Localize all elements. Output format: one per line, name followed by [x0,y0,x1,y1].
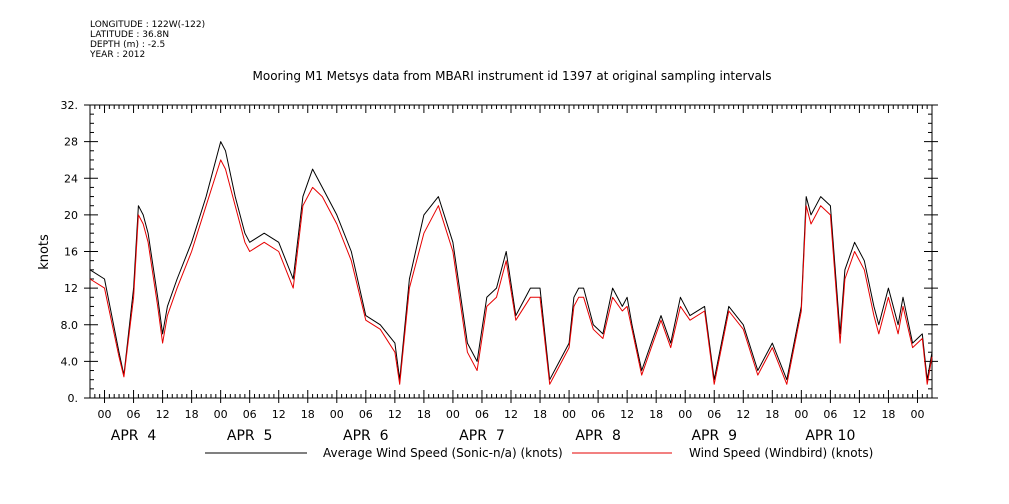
day-label: APR 10 [805,428,855,444]
legend-label-sonic: Average Wind Speed (Sonic-n/a) (knots) [323,446,563,460]
x-tick-label: 06 [359,408,373,421]
y-tick-label: 20 [64,209,78,222]
metadata-header: LONGITUDE : 122W(-122) LATITUDE : 36.8N … [90,20,205,60]
x-tick-label: 12 [852,408,866,421]
x-tick-label: 12 [156,408,170,421]
day-label: APR 7 [459,428,505,444]
y-tick-label: 8.0 [61,319,79,332]
latitude-line: LATITUDE : 36.8N [90,30,170,40]
day-label: APR 8 [575,428,621,444]
longitude-line: LONGITUDE : 122W(-122) [90,20,206,30]
x-tick-label: 06 [475,408,489,421]
depth-line: DEPTH (m) : -2.5 [90,40,166,50]
x-tick-label: 12 [736,408,750,421]
x-tick-label: 18 [765,408,779,421]
x-tick-label: 18 [185,408,199,421]
x-tick-label: 00 [562,408,576,421]
x-tick-label: 12 [504,408,518,421]
x-tick-label: 06 [243,408,257,421]
x-tick-label: 12 [620,408,634,421]
x-tick-label: 00 [910,408,924,421]
chart-title: Mooring M1 Metsys data from MBARI instru… [253,69,772,83]
x-tick-label: 12 [272,408,286,421]
x-tick-label: 06 [707,408,721,421]
day-label: APR 9 [691,428,737,444]
x-tick-label: 00 [214,408,228,421]
x-tick-label: 00 [98,408,112,421]
x-tick-label: 18 [881,408,895,421]
series-line-sonic [89,141,933,381]
x-tick-label: 18 [301,408,315,421]
x-tick-label: 00 [678,408,692,421]
x-tick-label: 18 [417,408,431,421]
x-tick-label: 06 [127,408,141,421]
x-tick-label: 00 [794,408,808,421]
axis-ticks: 0. 4.0 8.0 12 16 20 24 28 32. 00 06 12 18 00 06 12 18 00 0… [61,99,938,444]
y-tick-label: 12 [64,282,78,295]
day-label: APR 5 [227,428,273,444]
day-label: APR 4 [111,428,157,444]
x-tick-label: 12 [388,408,402,421]
plot-frame [89,104,933,399]
x-tick-label: 06 [823,408,837,421]
y-axis-label: knots [37,234,52,270]
y-tick-label: 16 [64,246,78,259]
y-tick-label: 0. [68,392,79,405]
y-tick-label: 28 [64,136,78,149]
legend-label-windbird: Wind Speed (Windbird) (knots) [689,446,873,460]
x-tick-label: 18 [649,408,663,421]
y-tick-label: 32. [61,99,79,112]
legend: Average Wind Speed (Sonic-n/a) (knots) W… [205,446,873,460]
x-tick-label: 00 [330,408,344,421]
series-line-windbird [89,159,933,385]
x-tick-label: 06 [591,408,605,421]
x-tick-label: 00 [446,408,460,421]
year-line: YEAR : 2012 [90,50,146,60]
y-tick-label: 24 [64,172,78,185]
x-tick-label: 18 [533,408,547,421]
y-tick-label: 4.0 [61,355,79,368]
day-label: APR 6 [343,428,389,444]
series-lines [89,141,933,385]
